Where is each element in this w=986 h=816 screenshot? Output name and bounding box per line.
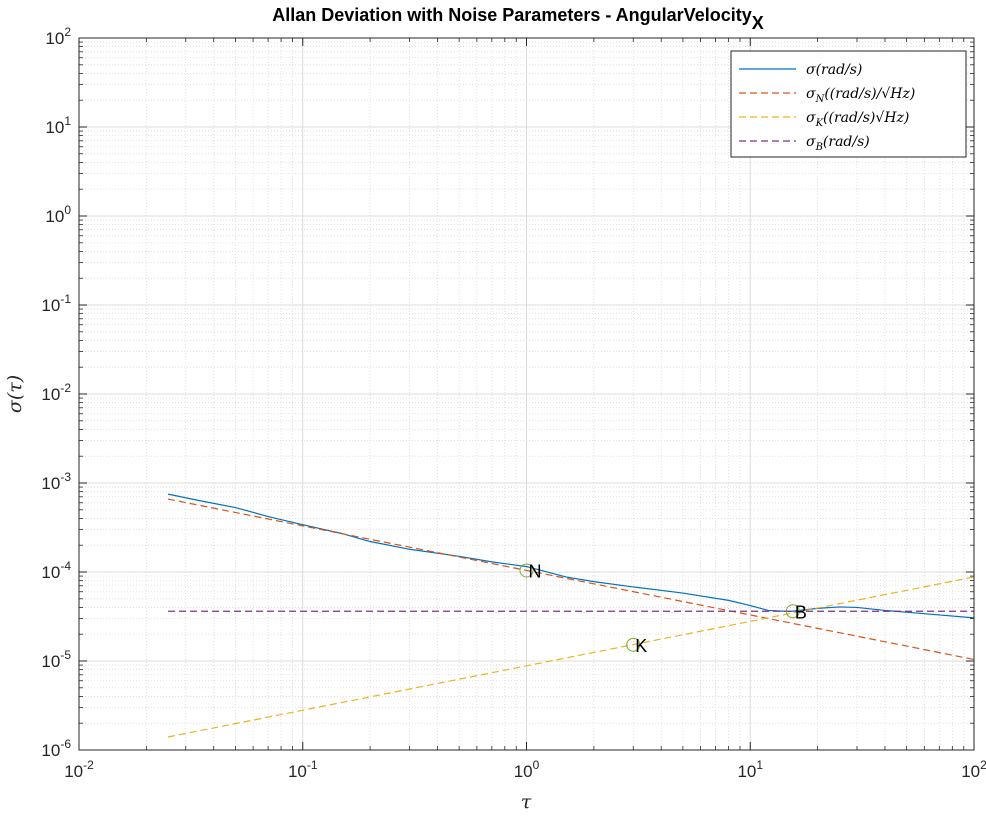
y-tick-exponent: 0 <box>64 203 71 217</box>
y-tick-base: 10 <box>41 652 60 671</box>
x-tick-base: 10 <box>737 762 756 781</box>
y-tick-base: 10 <box>45 207 64 226</box>
y-tick-exponent: -6 <box>60 737 71 751</box>
legend-symbol: σ <box>806 62 816 78</box>
legend-label-sigma-n: σN((rad/s)/√Hz) <box>806 86 915 105</box>
legend-subscript: B <box>815 142 823 153</box>
legend-label-sigma: σ(rad/s) <box>806 62 862 78</box>
axis-ticks <box>78 37 975 751</box>
chart-title: Allan Deviation with Noise Parameters - … <box>272 5 764 33</box>
y-tick-base: 10 <box>41 741 60 760</box>
y-tick-base: 10 <box>41 563 60 582</box>
y-tick-exponent: 1 <box>64 114 71 128</box>
annotation-layer: N K B <box>519 561 807 656</box>
y-tick-label: 10-6 <box>41 737 71 760</box>
y-tick-label: 10-1 <box>41 292 71 315</box>
marker-circle-k <box>626 637 641 652</box>
x-tick-exponent: -1 <box>307 758 318 772</box>
y-tick-exponent: -2 <box>60 381 71 395</box>
x-axis-tick-labels: 10-2 10-1 100 101 102 <box>64 758 986 781</box>
x-tick-label: 100 <box>514 758 540 781</box>
y-tick-label: 10-4 <box>41 559 71 582</box>
x-axis-label: τ <box>521 791 532 813</box>
marker-label-k: K <box>635 636 647 656</box>
legend-symbol: σ <box>806 86 816 102</box>
y-tick-label: 102 <box>45 25 71 48</box>
legend-label-sigma-b: σB(rad/s) <box>806 134 870 153</box>
x-tick-exponent: 0 <box>533 758 540 772</box>
x-tick-base: 10 <box>961 762 980 781</box>
y-tick-label: 101 <box>45 114 71 137</box>
series-line-sigma-n <box>167 498 975 661</box>
y-axis-label: σ(τ) <box>4 375 26 413</box>
marker-label-b: B <box>795 602 807 622</box>
legend-unit: (rad/s) <box>823 134 870 150</box>
series-layer <box>167 493 975 738</box>
y-tick-base: 10 <box>41 296 60 315</box>
series-line-sigma-k <box>167 576 975 738</box>
legend-label-sigma-k: σK((rad/s)√Hz) <box>806 110 909 129</box>
x-tick-label: 10-2 <box>64 758 94 781</box>
legend-unit: ((rad/s)/√Hz) <box>824 86 915 102</box>
chart-title-main: Allan Deviation with Noise Parameters - … <box>272 5 751 25</box>
y-tick-label: 100 <box>45 203 71 226</box>
legend-symbol: σ <box>806 110 816 126</box>
legend-symbol: σ <box>806 134 816 150</box>
marker-label-n: N <box>529 561 542 581</box>
legend-subscript: K <box>815 118 824 129</box>
x-tick-base: 10 <box>288 762 307 781</box>
y-tick-label: 10-2 <box>41 381 71 404</box>
x-tick-label: 102 <box>961 758 986 781</box>
y-tick-base: 10 <box>45 29 64 48</box>
y-tick-exponent: -4 <box>60 559 71 573</box>
legend: σ(rad/s)σN((rad/s)/√Hz)σK((rad/s)√Hz)σB(… <box>730 50 967 158</box>
y-tick-exponent: -3 <box>60 470 71 484</box>
chart-title-subscript: X <box>752 13 764 33</box>
x-tick-label: 10-1 <box>288 758 318 781</box>
y-tick-base: 10 <box>41 385 60 404</box>
x-tick-base: 10 <box>64 762 83 781</box>
x-tick-exponent: 1 <box>756 758 763 772</box>
y-tick-base: 10 <box>45 118 64 137</box>
y-tick-exponent: 2 <box>64 25 71 39</box>
y-tick-exponent: -5 <box>60 648 71 662</box>
legend-unit: ((rad/s)√Hz) <box>823 110 909 126</box>
marker-circle-b <box>785 604 800 619</box>
x-tick-base: 10 <box>514 762 533 781</box>
y-tick-label: 10-3 <box>41 470 71 493</box>
y-tick-label: 10-5 <box>41 648 71 671</box>
x-tick-exponent: -2 <box>83 758 94 772</box>
marker-circle-n <box>519 563 534 578</box>
legend-subscript: N <box>815 94 826 105</box>
y-tick-exponent: -1 <box>60 292 71 306</box>
series-line-sigma <box>167 493 975 619</box>
y-tick-base: 10 <box>41 474 60 493</box>
x-tick-label: 101 <box>737 758 763 781</box>
x-tick-exponent: 2 <box>980 758 986 772</box>
legend-unit: (rad/s) <box>816 62 863 78</box>
